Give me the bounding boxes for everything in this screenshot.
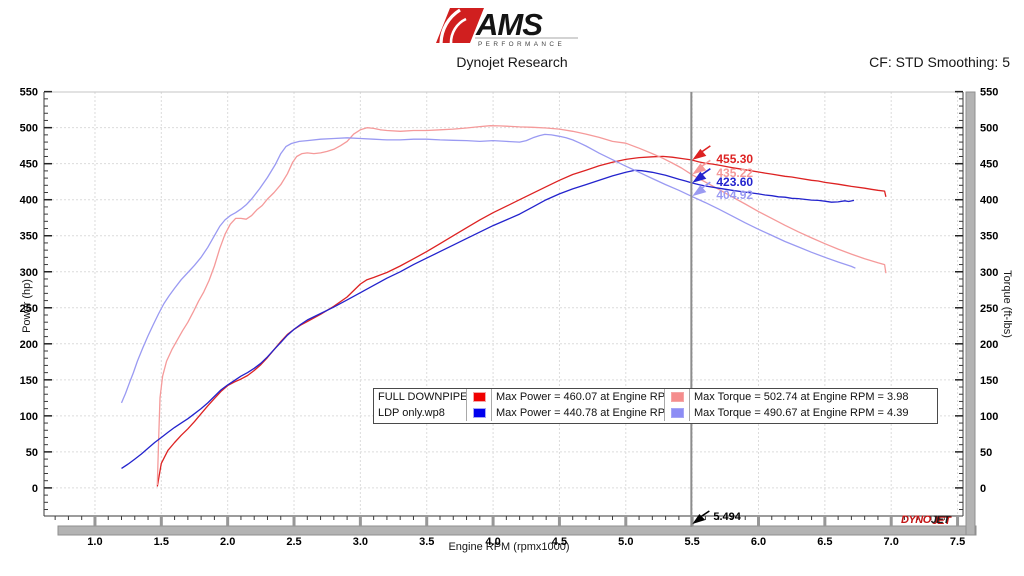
- y-right-tick-label: 100: [980, 411, 998, 423]
- y-right-tick-label: 450: [980, 159, 998, 171]
- y-left-tick-label: 400: [20, 195, 38, 207]
- x-tick-label: 1.5: [154, 536, 169, 548]
- x-tick-label: 6.0: [751, 536, 766, 548]
- ams-logo-arc: [449, 17, 467, 44]
- ams-logo-arc: [439, 8, 461, 44]
- horizontal-scrollbar[interactable]: [57, 525, 977, 536]
- power-color-swatch: [472, 408, 486, 418]
- dynojet-logo-text: JET: [930, 514, 950, 526]
- correction-smoothing-readout: CF: STD Smoothing: 5: [869, 54, 1010, 70]
- y-left-tick-label: 200: [20, 339, 38, 351]
- y-left-tick-label: 350: [20, 231, 38, 243]
- y-right-tick-label: 350: [980, 231, 998, 243]
- y-left-tick-label: 100: [20, 411, 38, 423]
- cursor-value-ldp-torque: 404.92: [716, 188, 754, 203]
- x-tick-label: 7.0: [884, 536, 899, 548]
- y-right-tick-label: 0: [980, 483, 986, 495]
- legend-max-power: Max Power = 440.78 at Engine RPM = 5.07: [491, 405, 664, 421]
- torque-color-swatch: [670, 408, 684, 418]
- dynojet-logo: DYNOJET: [901, 514, 950, 526]
- curve-ldp_torque: [120, 133, 856, 404]
- y-left-tick-label: 250: [20, 303, 38, 315]
- cursor-value-ldp-power: 423.60: [716, 174, 754, 189]
- dynojet-logo-text: DYNO: [901, 514, 931, 526]
- y-left-tick-label: 450: [20, 159, 38, 171]
- x-tick-label: 4.5: [552, 536, 567, 548]
- legend-max-torque: Max Torque = 490.67 at Engine RPM = 4.39: [689, 405, 937, 421]
- cursor-arrow: [692, 163, 707, 175]
- vertical-scrollbar[interactable]: [965, 91, 976, 536]
- y-left-tick-label: 300: [20, 267, 38, 279]
- legend-torque-swatch-cell[interactable]: [664, 389, 689, 405]
- power-color-swatch: [472, 392, 486, 402]
- cursor-value-dp-power: 455.30: [716, 151, 754, 166]
- curve-dp_power: [156, 155, 887, 487]
- y-left-tick-label: 150: [20, 375, 38, 387]
- y-right-tick-label: 150: [980, 375, 998, 387]
- legend-power-swatch-cell[interactable]: [466, 405, 491, 421]
- x-axis-title: Engine RPM (rpmx1000): [448, 541, 570, 553]
- y-right-tick-label: 400: [980, 195, 998, 207]
- legend-torque-swatch-cell[interactable]: [664, 405, 689, 421]
- ams-logo-subtext: PERFORMANCE: [478, 41, 565, 48]
- legend-run-name[interactable]: LDP only.wp8: [378, 407, 445, 419]
- y-right-tick-label: 500: [980, 123, 998, 135]
- x-tick-label: 3.5: [419, 536, 434, 548]
- runs-legend: FULL DOWNPIPE.wp8 Max Power = 460.07 at …: [373, 388, 938, 424]
- chart-title: Dynojet Research: [456, 54, 568, 70]
- cursor-bottom-arrow: [692, 514, 706, 524]
- legend-max-torque: Max Torque = 502.74 at Engine RPM = 3.98: [689, 389, 937, 405]
- legend-run-name[interactable]: FULL DOWNPIPE.wp8: [378, 391, 466, 403]
- x-tick-label: 2.5: [286, 536, 301, 548]
- y-right-tick-label: 50: [980, 447, 992, 459]
- x-tick-label: 4.0: [485, 536, 500, 548]
- torque-color-swatch: [670, 392, 684, 402]
- ams-logo-swoosh: [436, 8, 484, 43]
- y-left-tick-label: 550: [20, 87, 38, 99]
- ams-performance-logo: AMS PERFORMANCE: [436, 7, 578, 48]
- y-right-tick-label: 200: [980, 339, 998, 351]
- y-right-tick-label: 250: [980, 303, 998, 315]
- y-right-tick-label: 550: [980, 87, 998, 99]
- cursor-arrow: [692, 148, 707, 160]
- cursor-rpm-readout: 5.494: [713, 511, 741, 523]
- legend-max-power: Max Power = 460.07 at Engine RPM = 5.28: [491, 389, 664, 405]
- x-tick-label: 5.0: [618, 536, 633, 548]
- x-tick-label: 7.5: [950, 536, 965, 548]
- x-tick-label: 2.0: [220, 536, 235, 548]
- cursor-arrow: [692, 185, 707, 197]
- x-tick-label: 1.0: [87, 536, 102, 548]
- legend-power-swatch-cell[interactable]: [466, 389, 491, 405]
- y-left-tick-label: 500: [20, 123, 38, 135]
- cursor-arrow: [692, 171, 707, 183]
- y-right-tick-label: 300: [980, 267, 998, 279]
- x-tick-label: 3.0: [353, 536, 368, 548]
- y-left-tick-label: 0: [32, 483, 38, 495]
- x-tick-label: 6.5: [817, 536, 832, 548]
- y-left-tick-label: 50: [26, 447, 38, 459]
- cursor-value-dp-torque: 435.22: [716, 166, 754, 181]
- ams-logo-text: AMS: [475, 7, 543, 42]
- x-tick-label: 5.5: [684, 536, 699, 548]
- curve-ldp_power: [121, 169, 855, 469]
